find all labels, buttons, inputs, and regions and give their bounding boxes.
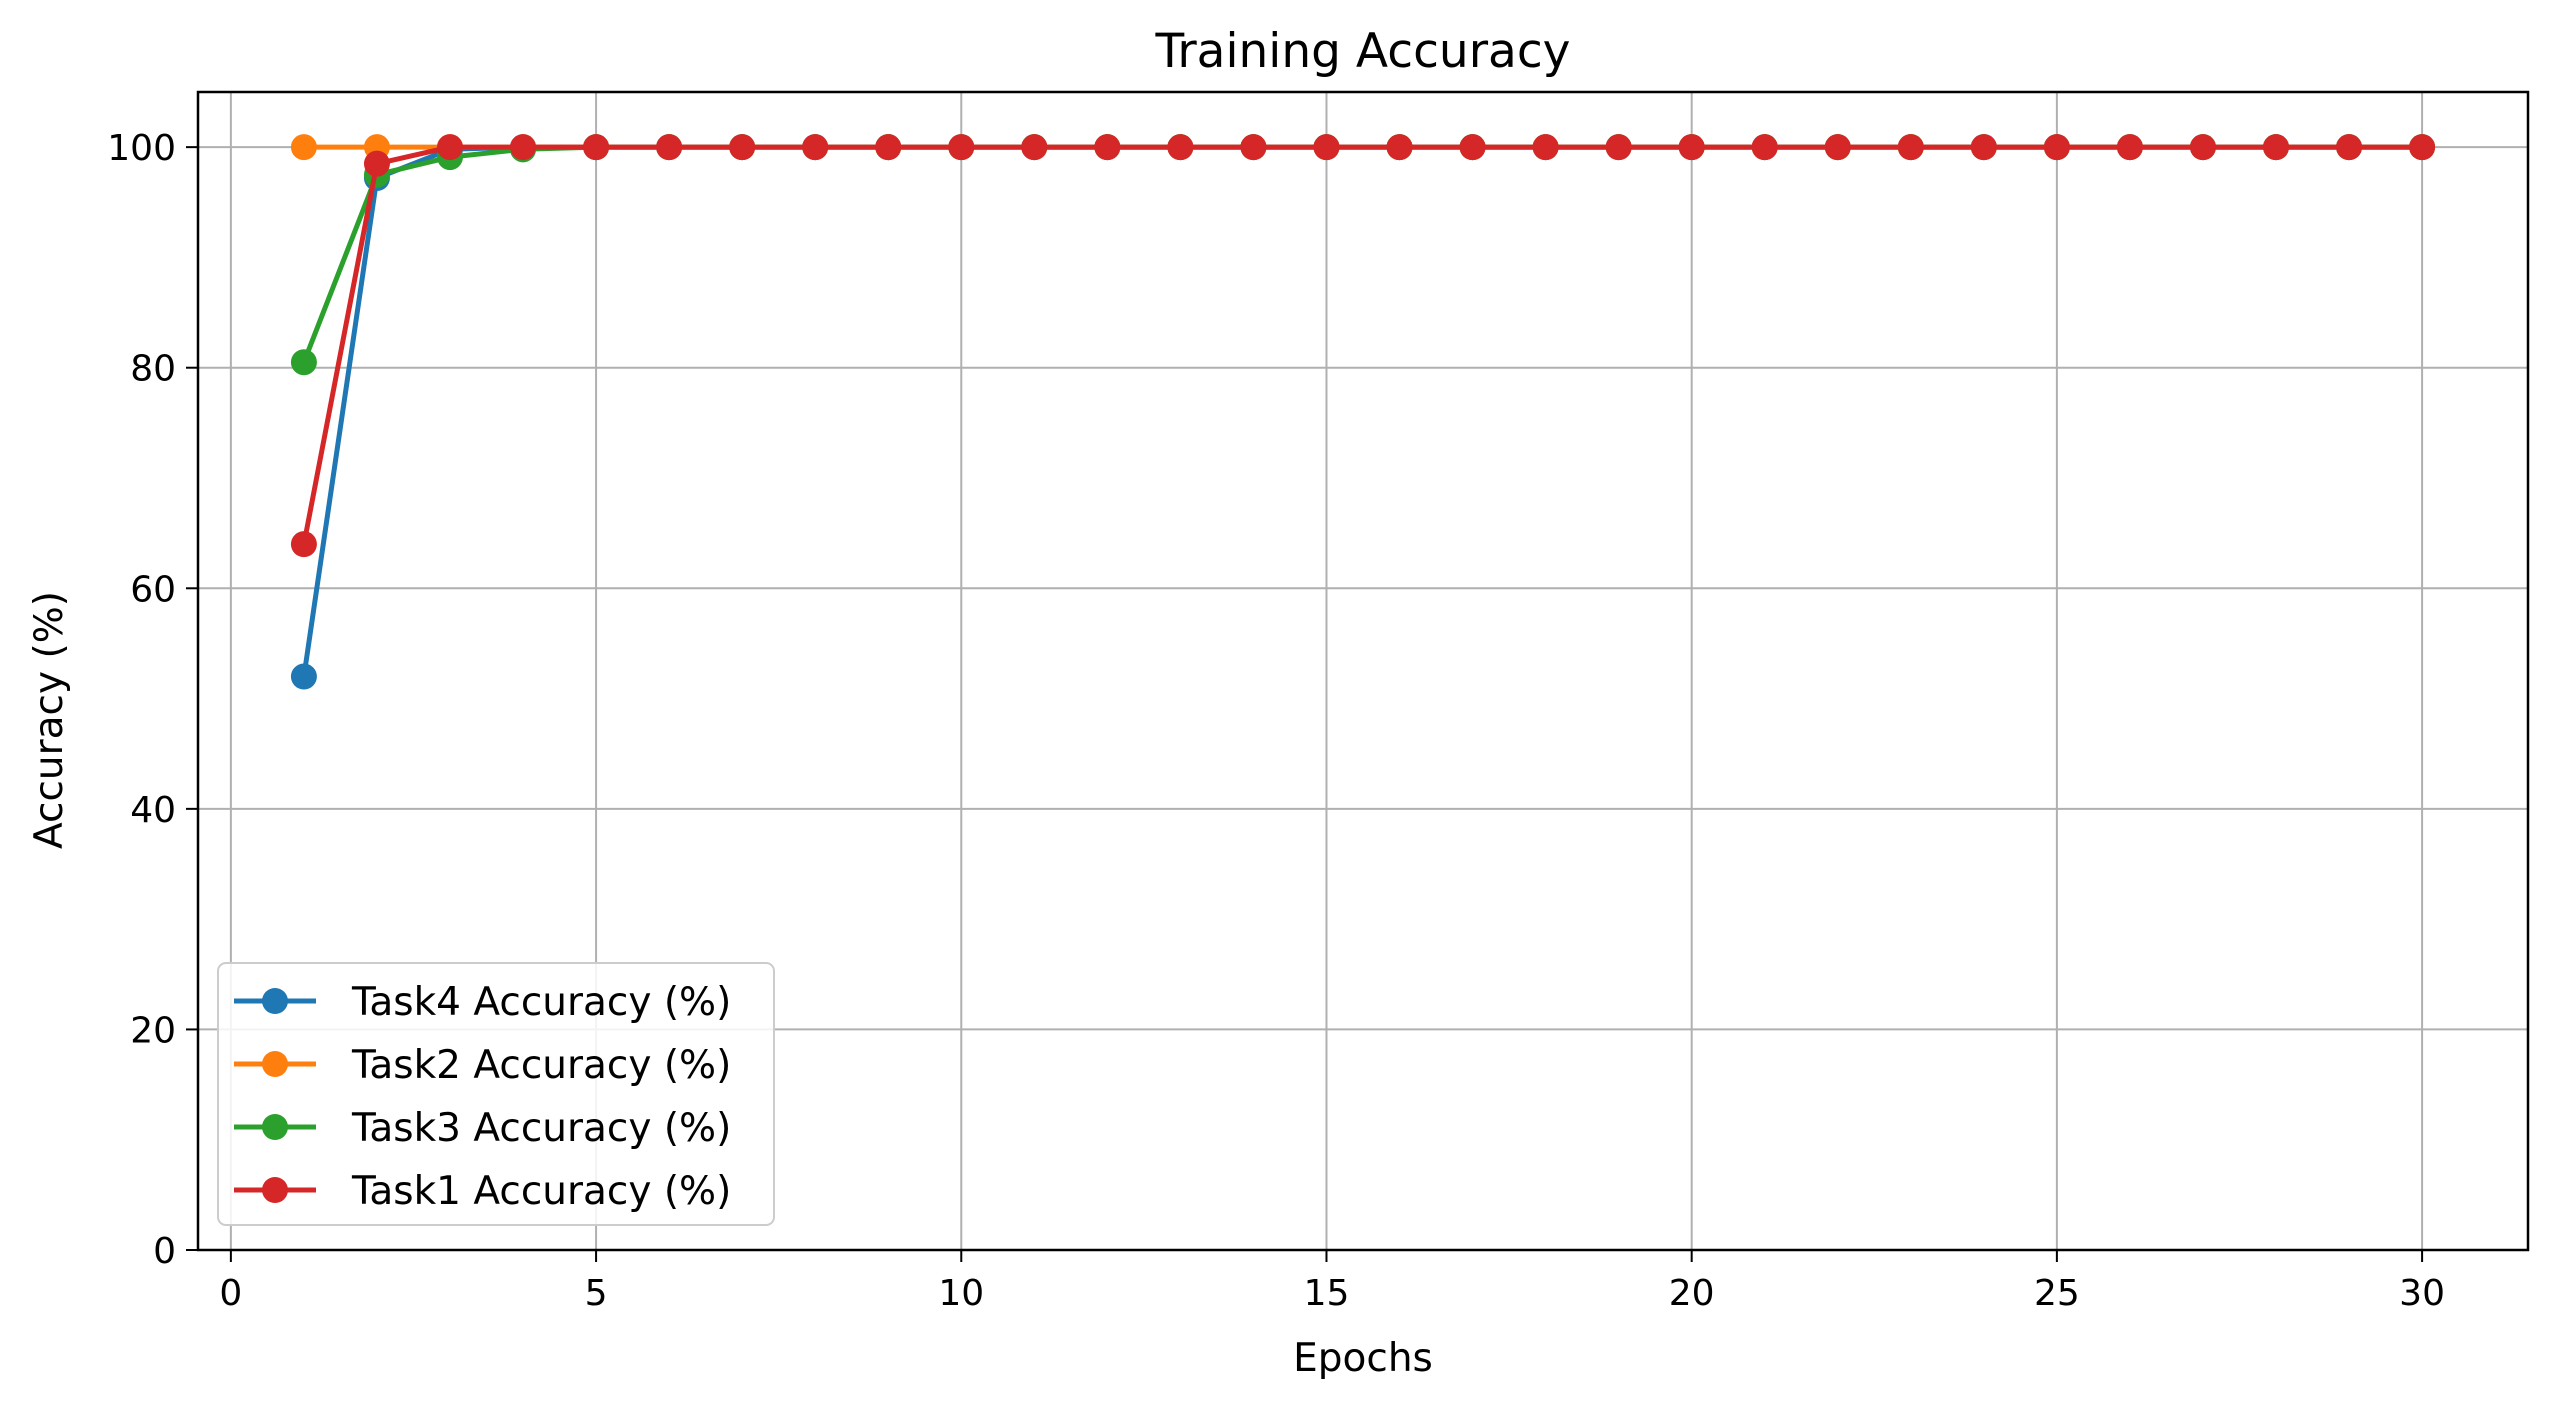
- data-point: [1167, 134, 1194, 161]
- x-axis-label: Epochs: [1293, 1336, 1433, 1381]
- legend-item: Task4 Accuracy (%): [234, 980, 731, 1025]
- legend-box: [217, 962, 775, 1226]
- y-tick-label: 100: [107, 128, 176, 169]
- legend-swatch-marker: [262, 1114, 288, 1140]
- data-point: [1021, 134, 1048, 161]
- data-point: [948, 134, 975, 161]
- y-axis-label: Accuracy (%): [27, 591, 72, 849]
- data-point: [1824, 134, 1851, 161]
- x-tick-label: 25: [2034, 1273, 2080, 1314]
- legend-item: Task1 Accuracy (%): [234, 1169, 731, 1214]
- data-point: [729, 134, 756, 161]
- x-tick-label: 0: [219, 1273, 242, 1314]
- data-point: [1897, 134, 1924, 161]
- data-point: [1678, 134, 1705, 161]
- data-point: [290, 349, 317, 376]
- data-point: [1532, 134, 1559, 161]
- data-point: [2409, 134, 2436, 161]
- x-tick-label: 30: [2399, 1273, 2445, 1314]
- data-point: [656, 134, 683, 161]
- y-tick-label: 20: [130, 1010, 176, 1051]
- data-point: [290, 134, 317, 161]
- data-point: [875, 134, 902, 161]
- legend-item: Task3 Accuracy (%): [234, 1106, 731, 1151]
- data-point: [2043, 134, 2070, 161]
- legend-label: Task3 Accuracy (%): [351, 1106, 731, 1151]
- legend-swatch-marker: [262, 988, 288, 1014]
- data-point: [290, 531, 317, 558]
- data-point: [510, 134, 537, 161]
- data-point: [583, 134, 610, 161]
- data-point: [2336, 134, 2363, 161]
- data-point: [1459, 134, 1486, 161]
- data-point: [1970, 134, 1997, 161]
- y-tick-label: 80: [130, 349, 176, 390]
- x-tick-label: 20: [1669, 1273, 1715, 1314]
- axis-ticks: 0 5 10 15 20 25 30 0 20 40 60 80 100: [107, 128, 2445, 1314]
- x-tick-label: 15: [1304, 1273, 1350, 1314]
- legend-item: Task2 Accuracy (%): [234, 1043, 731, 1088]
- y-tick-label: 60: [130, 569, 176, 610]
- chart-title: Training Accuracy: [1155, 24, 1571, 79]
- legend-label: Task1 Accuracy (%): [351, 1169, 731, 1214]
- y-tick-label: 0: [153, 1231, 176, 1272]
- legend-label: Task2 Accuracy (%): [351, 1043, 731, 1088]
- plot-frame: [196, 90, 2530, 1252]
- legend-swatch-marker: [262, 1177, 288, 1203]
- data-point: [2116, 134, 2143, 161]
- data-point: [1605, 134, 1632, 161]
- series-layer: [290, 134, 2436, 690]
- data-point: [2189, 134, 2216, 161]
- y-tick-label: 40: [130, 790, 176, 831]
- x-tick-label: 10: [938, 1273, 984, 1314]
- data-point: [363, 150, 390, 177]
- data-point: [1751, 134, 1778, 161]
- data-point: [1386, 134, 1413, 161]
- data-point: [802, 134, 829, 161]
- series-4: [290, 134, 2436, 558]
- legend-swatch-marker: [262, 1051, 288, 1077]
- data-point: [1313, 134, 1340, 161]
- data-point: [1240, 134, 1267, 161]
- legend-label: Task4 Accuracy (%): [351, 980, 731, 1025]
- x-tick-label: 5: [585, 1273, 608, 1314]
- data-point: [290, 663, 317, 690]
- data-point: [1094, 134, 1121, 161]
- legend: Task4 Accuracy (%) Task2 Accuracy (%) Task…: [217, 962, 775, 1226]
- data-point: [2263, 134, 2290, 161]
- data-point: [436, 134, 463, 161]
